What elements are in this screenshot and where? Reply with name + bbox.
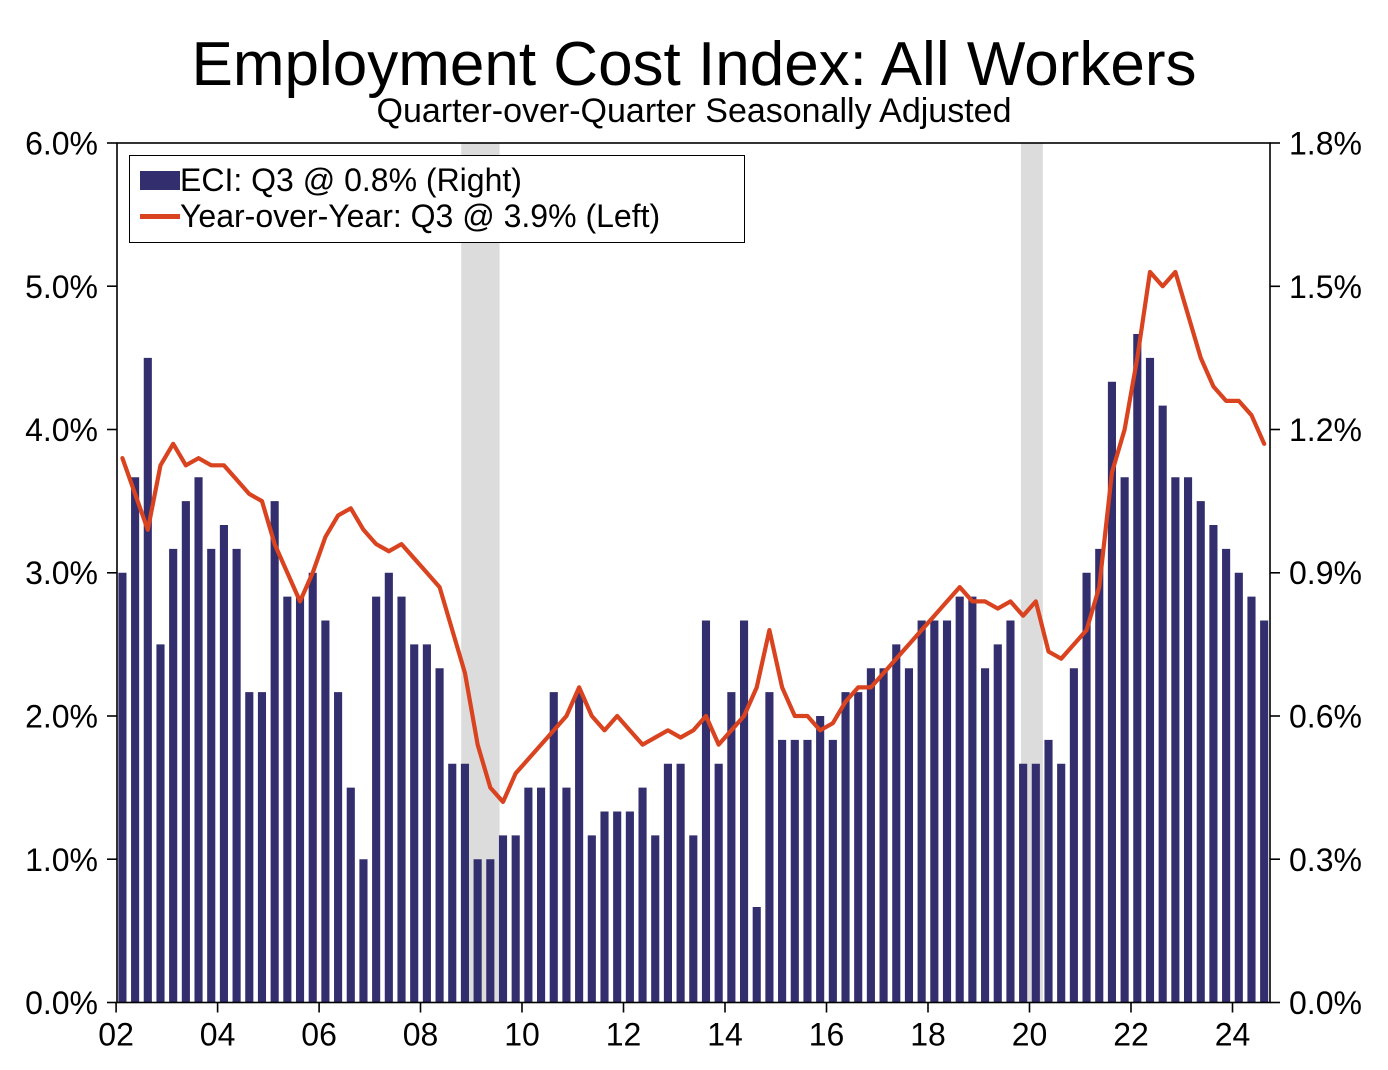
svg-text:0.0%: 0.0%: [25, 985, 98, 1021]
svg-text:20: 20: [1012, 1017, 1048, 1053]
svg-text:18: 18: [910, 1017, 946, 1053]
svg-text:2.0%: 2.0%: [25, 699, 98, 735]
svg-text:5.0%: 5.0%: [25, 269, 98, 305]
svg-text:1.8%: 1.8%: [1289, 126, 1362, 162]
svg-text:12: 12: [606, 1017, 642, 1053]
svg-text:1.5%: 1.5%: [1289, 269, 1362, 305]
svg-text:10: 10: [504, 1017, 540, 1053]
svg-text:14: 14: [707, 1017, 743, 1053]
svg-text:6.0%: 6.0%: [25, 126, 98, 162]
svg-text:02: 02: [98, 1017, 134, 1053]
svg-text:0.0%: 0.0%: [1289, 985, 1362, 1021]
svg-text:1.2%: 1.2%: [1289, 412, 1362, 448]
svg-text:24: 24: [1215, 1017, 1251, 1053]
svg-text:16: 16: [809, 1017, 845, 1053]
svg-text:08: 08: [403, 1017, 439, 1053]
svg-text:0.9%: 0.9%: [1289, 555, 1362, 591]
svg-text:0.3%: 0.3%: [1289, 842, 1362, 878]
svg-text:1.0%: 1.0%: [25, 842, 98, 878]
svg-text:4.0%: 4.0%: [25, 412, 98, 448]
svg-text:3.0%: 3.0%: [25, 555, 98, 591]
svg-text:06: 06: [301, 1017, 337, 1053]
svg-text:0.6%: 0.6%: [1289, 699, 1362, 735]
svg-text:22: 22: [1113, 1017, 1149, 1053]
svg-text:04: 04: [200, 1017, 236, 1053]
